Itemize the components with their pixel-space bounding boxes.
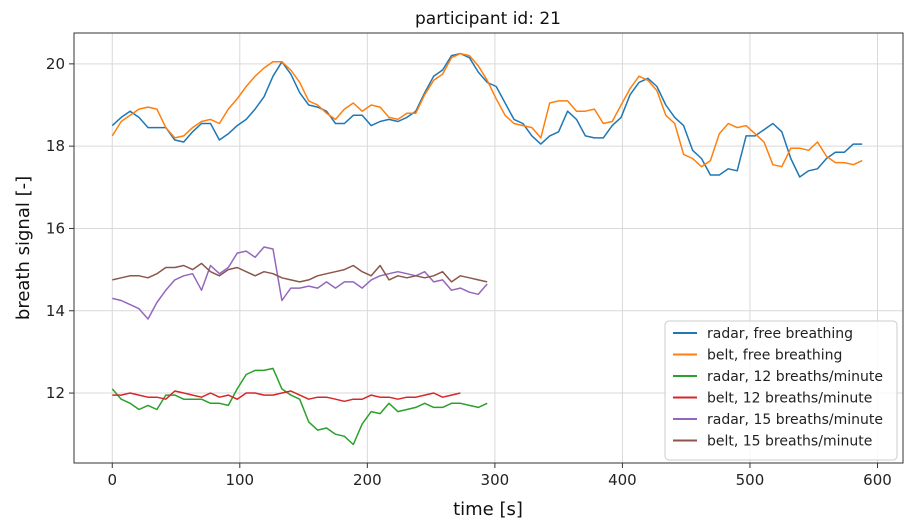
legend-box [664, 320, 898, 461]
x-axis-ticks: 0 100 200 300 400 500 600 [107, 463, 892, 489]
x-tick-label: 600 [863, 471, 892, 489]
x-axis-label: time [s] [453, 499, 523, 520]
chart-title: participant id: 21 [415, 9, 561, 29]
series-line-4 [112, 390, 461, 403]
y-axis-ticks: 12 14 16 18 20 [46, 55, 74, 402]
legend-entry-label: radar, 15 breaths/minute [707, 412, 883, 428]
y-tick-label: 18 [46, 137, 65, 155]
x-tick-label: 400 [608, 471, 637, 489]
y-tick-label: 12 [46, 384, 65, 402]
legend-entry-label: belt, 12 breaths/minute [707, 391, 872, 407]
legend-entry-label: radar, free breathing [707, 326, 853, 342]
series-line-3 [111, 367, 488, 446]
legend-entry-label: belt, free breathing [707, 348, 842, 364]
series-line-6 [112, 262, 488, 283]
series-lines [111, 52, 863, 446]
x-tick-label: 200 [353, 471, 382, 489]
y-tick-label: 20 [46, 55, 65, 73]
legend-entry-label: radar, 12 breaths/minute [707, 369, 883, 385]
grid [74, 33, 903, 463]
y-tick-label: 16 [46, 219, 65, 237]
legend: radar, free breathing belt, free breathin… [664, 320, 898, 461]
plot-frame [73, 32, 904, 464]
x-tick-label: 0 [107, 471, 117, 489]
series-line-2 [111, 52, 863, 168]
y-axis-label: breath signal [-] [13, 176, 34, 320]
series-line-5 [112, 246, 488, 320]
x-tick-label: 500 [736, 471, 765, 489]
x-tick-label: 300 [481, 471, 510, 489]
legend-entry-label: belt, 15 breaths/minute [707, 434, 872, 450]
x-tick-label: 100 [225, 471, 254, 489]
series-line-1 [111, 52, 863, 178]
y-tick-label: 14 [46, 302, 65, 320]
